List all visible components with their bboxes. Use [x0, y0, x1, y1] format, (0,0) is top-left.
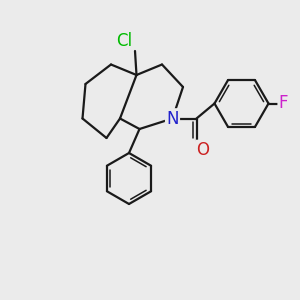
Text: N: N [166, 110, 179, 128]
Text: F: F [279, 94, 288, 112]
Text: Cl: Cl [116, 32, 133, 50]
Text: O: O [196, 141, 210, 159]
